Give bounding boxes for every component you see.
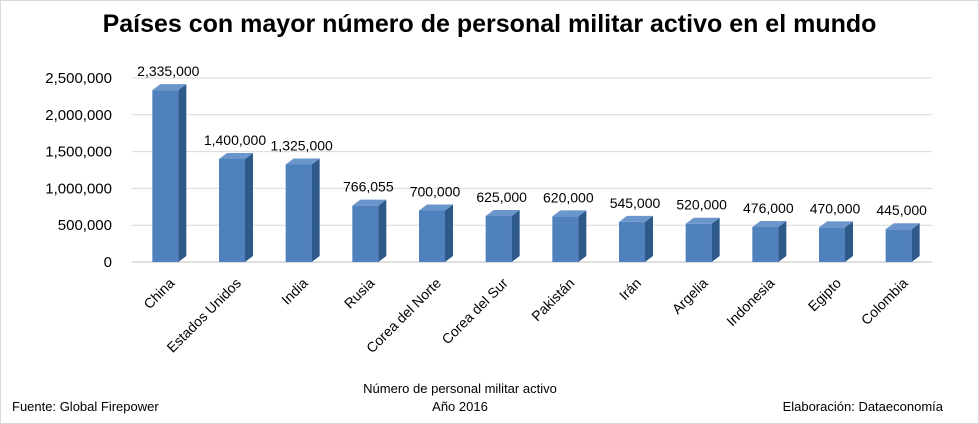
bar-top: [885, 223, 920, 230]
bar-top: [552, 210, 587, 217]
bar: [219, 158, 245, 262]
data-label: 476,000: [743, 200, 794, 216]
data-label: 1,400,000: [204, 132, 266, 148]
y-tick-label: 500,000: [58, 217, 112, 234]
data-label: 700,000: [410, 183, 461, 199]
bar: [419, 210, 445, 262]
bar-top: [285, 158, 320, 165]
bar-side: [445, 204, 453, 262]
bar-side: [778, 220, 787, 262]
bar: [685, 223, 712, 262]
x-tick-label: Corea del Sur: [438, 275, 511, 348]
x-tick-label: Pakistán: [528, 275, 577, 324]
bar-side: [511, 210, 520, 262]
bar-side: [911, 223, 920, 262]
bar-top: [219, 152, 253, 159]
y-tick-label: 2,000,000: [45, 107, 112, 124]
bar-top: [152, 84, 187, 91]
bar-top: [752, 220, 787, 227]
x-axis-label-line-1: Número de personal militar activo: [363, 381, 557, 396]
bar-side: [311, 158, 320, 262]
source-note: Fuente: Global Firepower: [12, 399, 159, 414]
x-tick-label: India: [278, 275, 311, 308]
bar-top: [619, 215, 653, 222]
data-label: 470,000: [810, 200, 861, 216]
bar-side: [578, 210, 587, 262]
x-tick-label: Argelia: [669, 275, 711, 317]
bar-side: [245, 152, 253, 262]
y-tick-label: 2,500,000: [45, 70, 112, 87]
bar-top: [819, 221, 853, 228]
bar: [819, 227, 845, 262]
bar-top: [352, 199, 387, 206]
data-label: 1,325,000: [271, 137, 333, 153]
data-label: 766,055: [343, 179, 394, 195]
x-tick-label: Egipto: [805, 275, 845, 315]
x-tick-label: Colombia: [858, 275, 911, 328]
data-label: 445,000: [876, 202, 927, 218]
bar: [885, 229, 912, 262]
chart-title: Países con mayor número de personal mili…: [102, 10, 877, 38]
credit-note: Elaboración: Dataeconomía: [782, 399, 943, 414]
x-axis-label: Número de personal militar activo Año 20…: [300, 380, 620, 416]
data-label: 620,000: [543, 189, 594, 205]
bar-top: [419, 204, 453, 211]
bar: [285, 164, 312, 262]
bar-side: [845, 221, 853, 262]
bar-side: [378, 199, 387, 262]
bar: [552, 216, 579, 262]
bar: [352, 205, 379, 262]
data-label: 545,000: [610, 195, 661, 211]
bar: [752, 226, 779, 262]
y-tick-label: 0: [104, 254, 112, 271]
y-tick-label: 1,000,000: [45, 180, 112, 197]
bar: [619, 221, 645, 262]
bar: [485, 216, 512, 262]
x-tick-label: Rusia: [341, 275, 378, 312]
bar-top: [685, 217, 720, 224]
bar-side: [711, 217, 720, 262]
data-label: 2,335,000: [137, 63, 199, 79]
data-label: 625,000: [476, 189, 527, 205]
bar-side: [645, 215, 653, 262]
x-axis-label-line-2: Año 2016: [432, 399, 488, 414]
bar-side: [178, 84, 187, 262]
bar-top: [485, 210, 520, 216]
bar: [152, 90, 179, 262]
x-tick-label: China: [140, 275, 177, 312]
y-tick-label: 1,500,000: [45, 144, 112, 161]
x-tick-label: Irán: [616, 275, 644, 303]
data-label: 520,000: [676, 197, 727, 213]
x-tick-label: Indonesia: [723, 275, 777, 329]
